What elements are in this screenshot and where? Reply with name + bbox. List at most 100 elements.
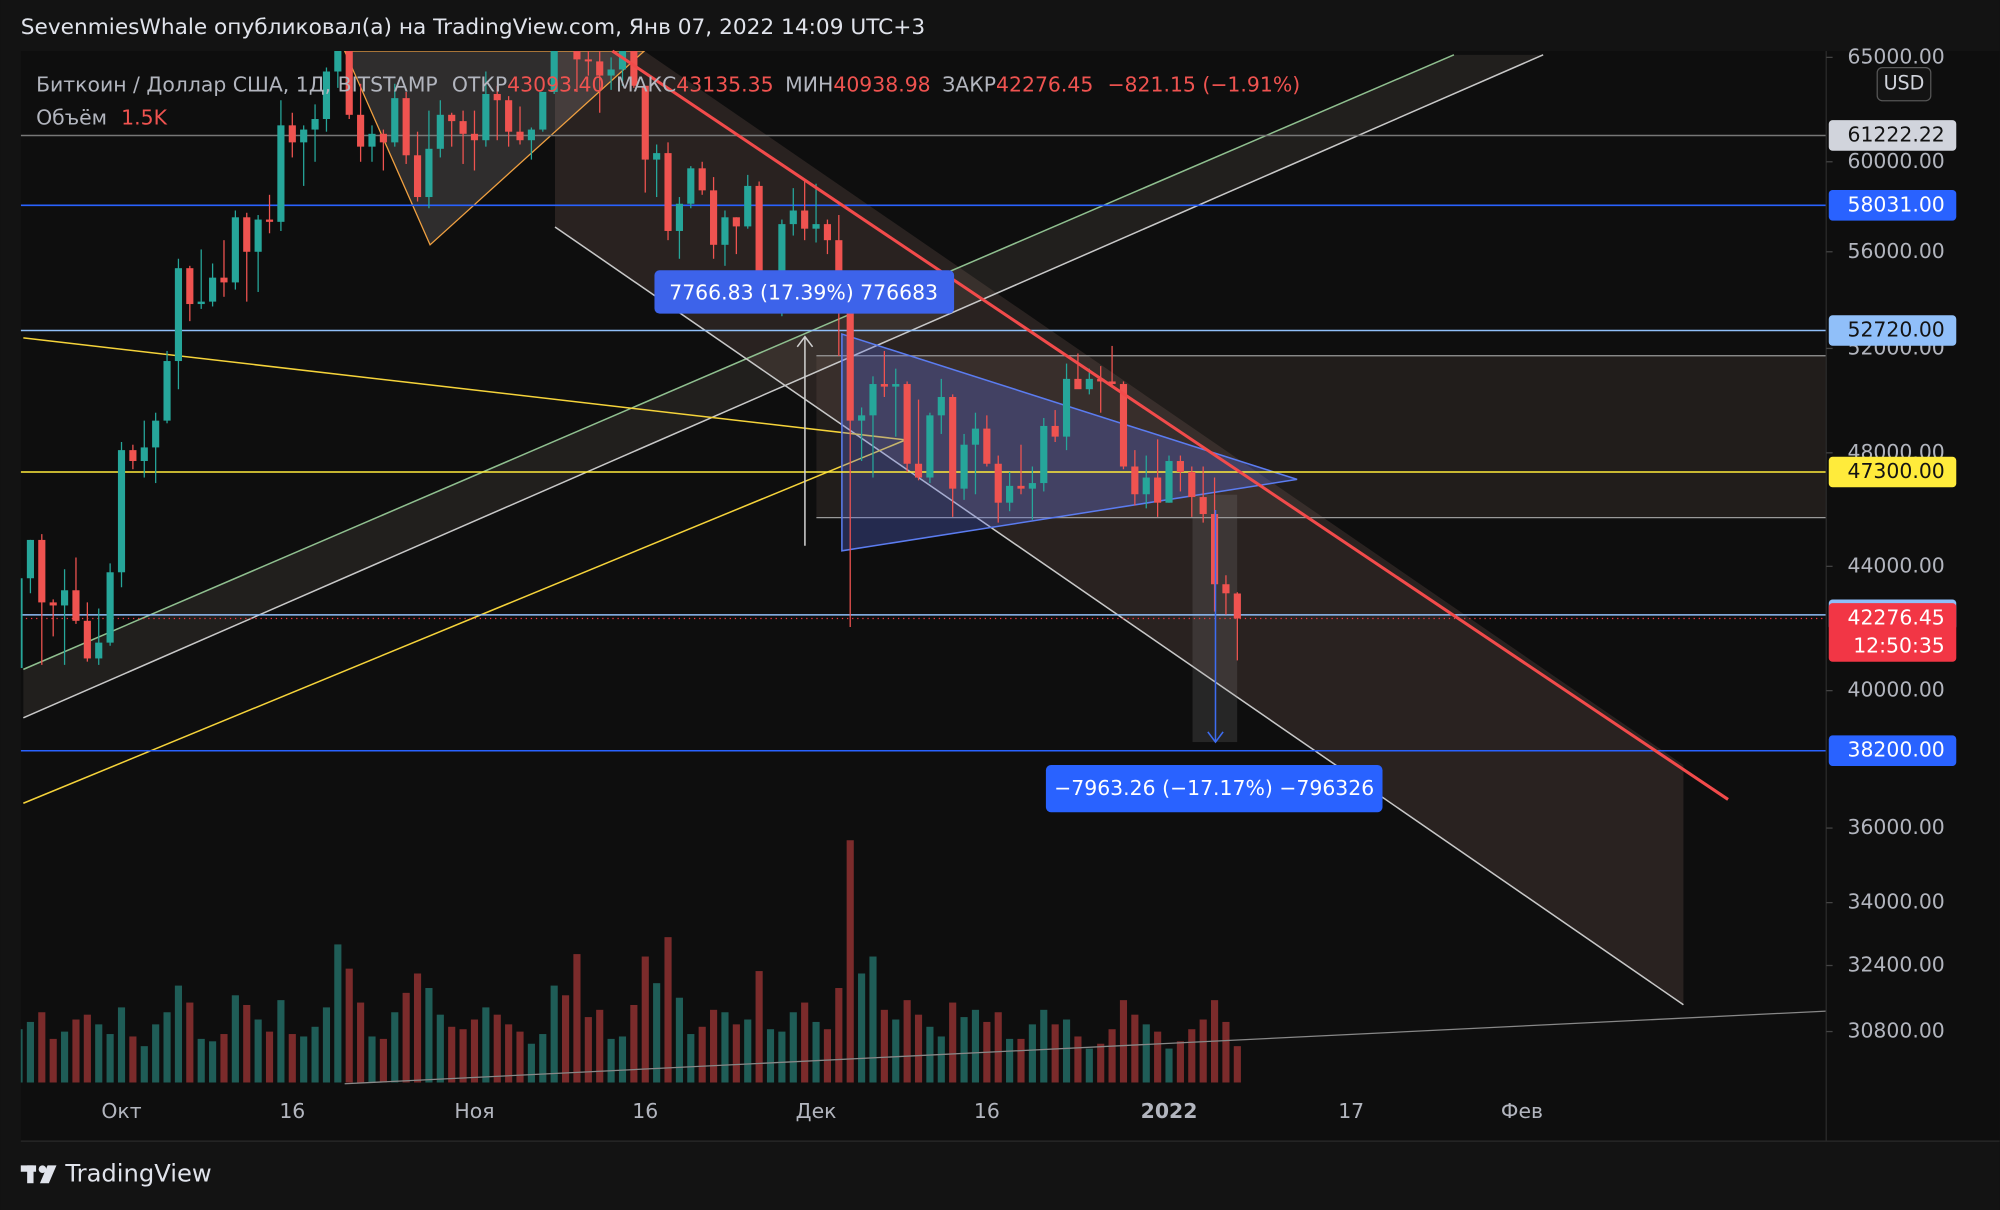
- candle-body: [732, 217, 740, 227]
- volume-bar: [140, 1046, 148, 1083]
- candle-body: [892, 384, 900, 387]
- candle-body: [26, 539, 34, 579]
- volume-bar: [1176, 1041, 1184, 1083]
- x-tick-label: 2022: [1141, 1099, 1198, 1123]
- candle-body: [801, 210, 809, 229]
- candle-body: [345, 51, 353, 115]
- volume-bar: [26, 1021, 34, 1083]
- volume-bar: [1040, 1009, 1048, 1083]
- volume-bar: [209, 1041, 217, 1083]
- volume-bar: [1222, 1021, 1230, 1083]
- legend: Биткоин / Доллар США, 1Д, BITSTAMP ОТКР4…: [36, 72, 1300, 96]
- brand[interactable]: TradingView: [20, 1159, 212, 1187]
- candle-body: [664, 153, 672, 231]
- candle-body: [539, 91, 547, 130]
- volume-bar: [368, 1036, 376, 1083]
- level-label: 61222.22: [1847, 122, 1944, 146]
- candle-body: [459, 121, 467, 134]
- volume-bar: [505, 1024, 513, 1083]
- volume-bar: [687, 1034, 695, 1083]
- candle-body: [470, 133, 479, 141]
- volume-bar: [186, 1002, 194, 1083]
- volume-bar: [835, 988, 843, 1083]
- candle-body: [675, 203, 683, 231]
- candle-body: [1188, 471, 1196, 498]
- volume-bar: [311, 1026, 319, 1083]
- candle-body: [960, 444, 968, 489]
- x-tick-label: 16: [632, 1099, 658, 1123]
- y-tick-label: 36000.00: [1847, 815, 1944, 839]
- measure-label-box: [654, 270, 955, 314]
- volume-bar: [789, 1012, 797, 1083]
- candle-body: [630, 51, 638, 86]
- candle-body: [163, 361, 171, 421]
- volume-bar: [265, 1031, 274, 1083]
- candle-body: [846, 308, 854, 421]
- x-tick-label: 16: [279, 1099, 305, 1123]
- volume-bar: [129, 1036, 137, 1083]
- volume-bar: [493, 1014, 501, 1083]
- y-tick-label: 60000.00: [1847, 149, 1944, 173]
- volume-bar: [1131, 1014, 1139, 1083]
- volume-bar: [459, 1029, 467, 1083]
- candle-body: [516, 131, 524, 141]
- level-badge: [1828, 315, 1957, 346]
- trend-green: [23, 54, 1455, 671]
- candle-body: [687, 168, 695, 204]
- currency[interactable]: USD: [1884, 72, 1925, 95]
- candle-body: [1233, 593, 1241, 619]
- volume-bar: [516, 1031, 524, 1083]
- chart-area: [20, 51, 2000, 1142]
- volume-bar: [960, 1017, 968, 1083]
- candle-body: [653, 153, 661, 160]
- volume-bar: [1119, 1000, 1128, 1083]
- volume-bar: [1154, 1031, 1162, 1083]
- candle-body: [288, 125, 296, 143]
- candle-body: [368, 133, 376, 147]
- volume-bar: [448, 1026, 456, 1083]
- candle-body: [1074, 378, 1082, 390]
- candle-body: [994, 463, 1002, 503]
- volume-bar: [322, 1007, 331, 1083]
- candle-body: [1210, 514, 1219, 585]
- volume-bar: [994, 1012, 1002, 1083]
- volume-bar: [949, 1002, 957, 1083]
- trend-yellow-up: [23, 439, 906, 804]
- candle-body: [903, 384, 911, 464]
- volume-bar: [561, 995, 570, 1083]
- volume-bar: [1233, 1046, 1241, 1083]
- brand-name[interactable]: TradingView: [64, 1159, 211, 1187]
- candle-body: [755, 185, 763, 307]
- volume-bar: [425, 988, 433, 1083]
- candle-body: [83, 620, 91, 659]
- symbol: Биткоин / Доллар США, 1Д, BITSTAMP: [36, 72, 438, 96]
- candle-body: [243, 217, 251, 252]
- volume-bar: [755, 971, 763, 1083]
- logo-part: [27, 1165, 34, 1184]
- volume-bar: [49, 1038, 57, 1083]
- candle-body: [596, 61, 604, 76]
- trend-yellow-down: [23, 337, 906, 441]
- candle-body: [926, 415, 934, 478]
- volume-bar: [300, 1036, 308, 1083]
- volume-bar: [391, 1012, 399, 1083]
- x-tick-label: 16: [974, 1099, 1000, 1123]
- candle-body: [1222, 584, 1230, 594]
- x-tick-label: Окт: [101, 1099, 141, 1123]
- candle-body: [413, 155, 422, 198]
- candle-body: [505, 100, 513, 132]
- x-tick-label: Фев: [1501, 1099, 1543, 1123]
- y-tick-label: 32400.00: [1847, 953, 1944, 977]
- candle-body: [1040, 425, 1048, 484]
- candle-body: [618, 51, 627, 70]
- volume-bar: [550, 985, 558, 1083]
- candle-body: [971, 428, 980, 445]
- volume-bar: [72, 1019, 80, 1083]
- volume-bar: [38, 1012, 46, 1083]
- candle-body: [322, 71, 331, 120]
- currency-badge[interactable]: [1876, 66, 1932, 102]
- y-tick-label: 34000.00: [1847, 890, 1944, 914]
- volume-bar: [744, 1019, 752, 1083]
- candle-body: [220, 277, 228, 283]
- volume-bar: [61, 1031, 69, 1083]
